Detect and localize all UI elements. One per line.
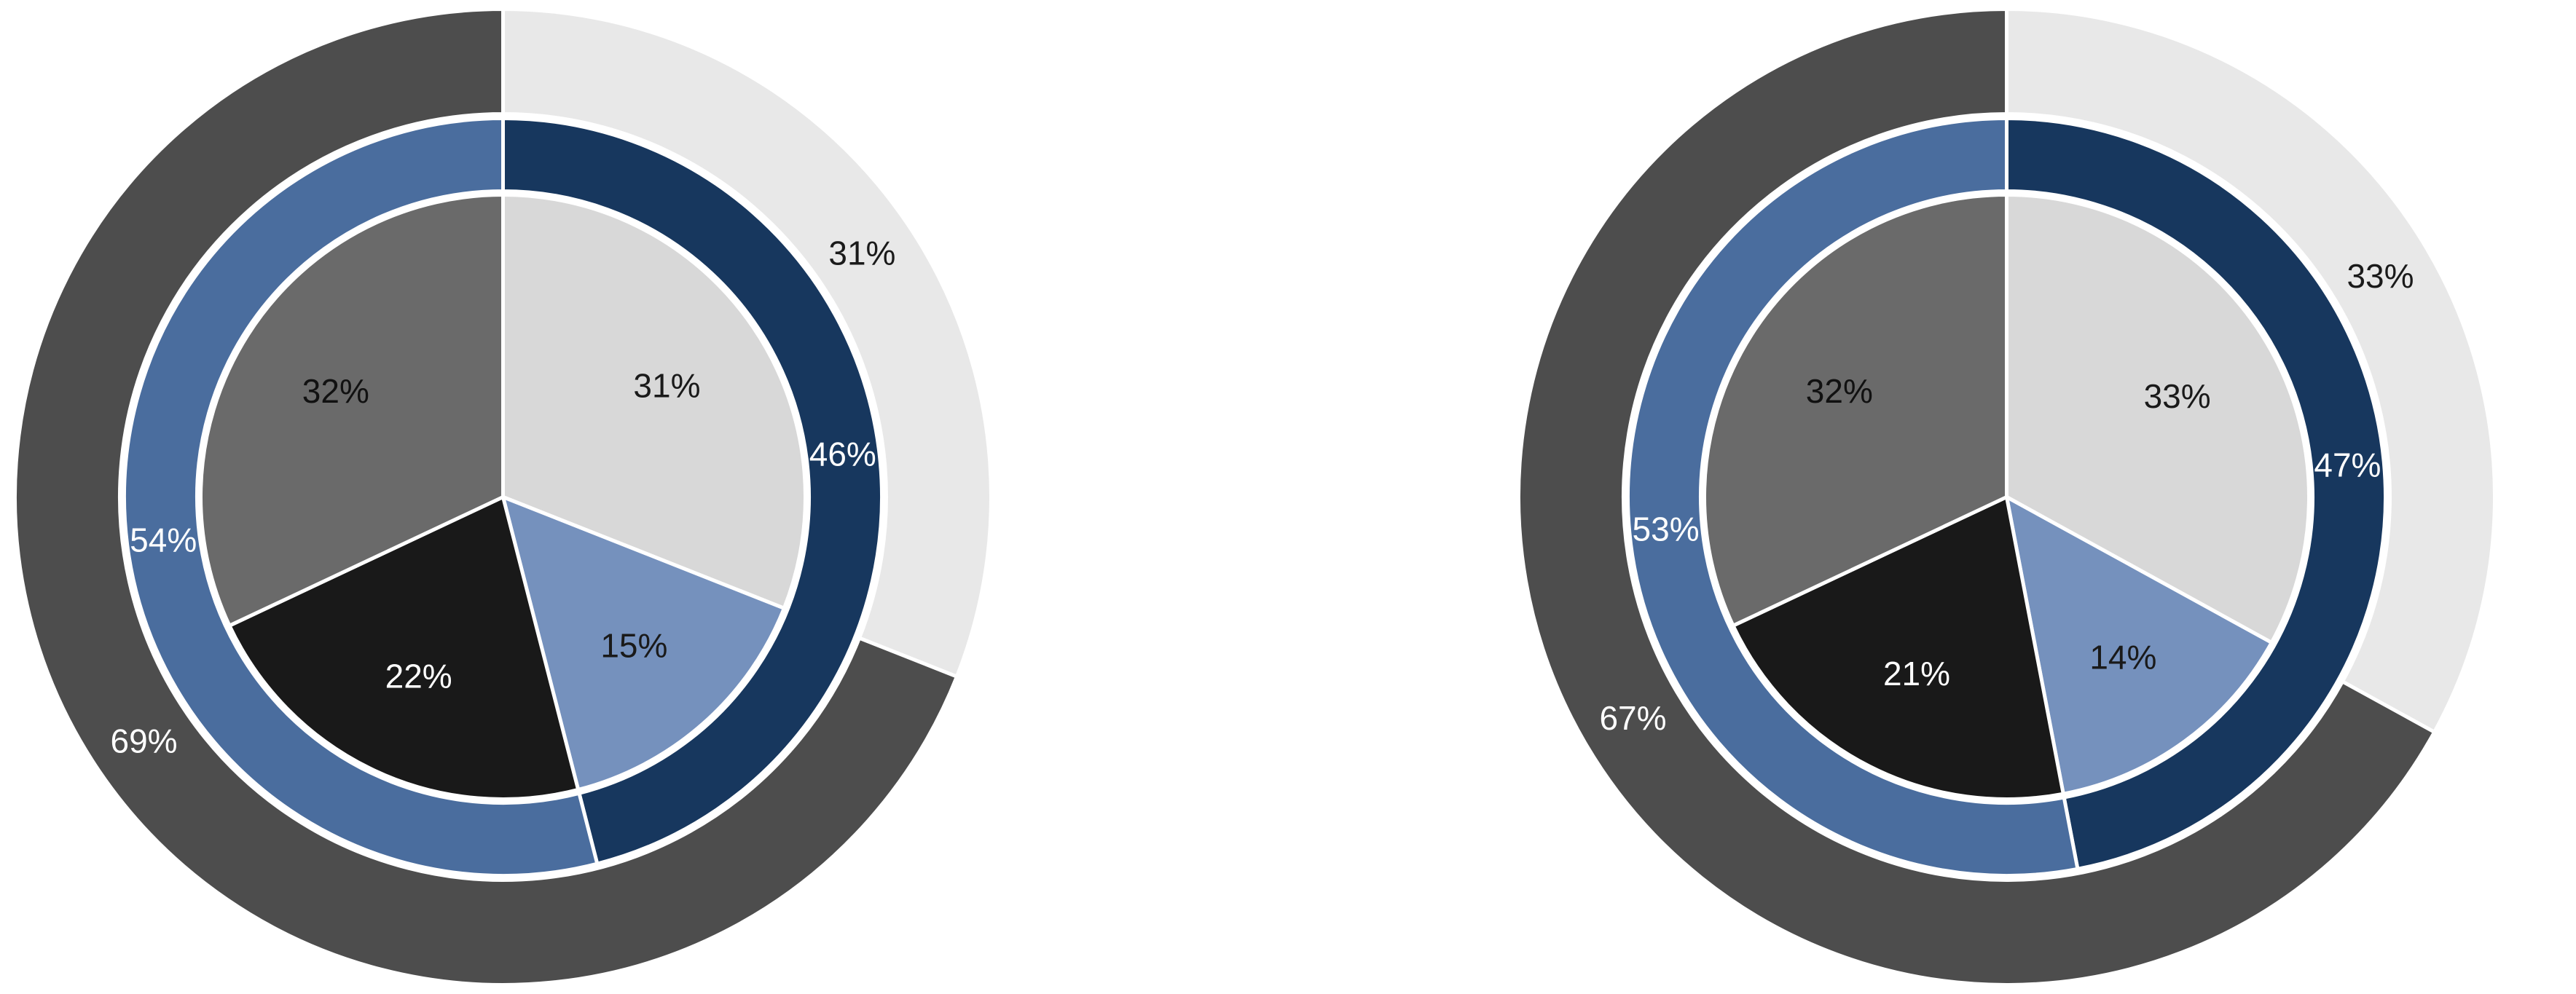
- pie-slice-inner: [500, 494, 787, 792]
- nested-donut-chart-right: 33% 14% 21% 32% 47% 53% 33% 67%: [1517, 7, 2497, 987]
- pie-slice-inner: [2005, 192, 2311, 645]
- pie-slice-inner: [501, 192, 807, 611]
- slice-label: 21%: [1883, 655, 1950, 693]
- pie-slice-outer: [13, 7, 959, 987]
- slice-label: 67%: [1599, 699, 1666, 737]
- slice-label: 31%: [828, 234, 895, 272]
- slice-label: 15%: [600, 627, 667, 665]
- nested-donut-chart-left: 31% 15% 22% 32% 46% 54% 31% 69%: [13, 7, 993, 987]
- slice-label: 32%: [302, 372, 369, 410]
- nested-donut-svg-left: 31% 15% 22% 32% 46% 54% 31% 69%: [13, 7, 993, 987]
- slice-label: 69%: [111, 722, 178, 760]
- nested-donut-svg-right: 33% 14% 21% 32% 47% 53% 33% 67%: [1517, 7, 2497, 987]
- slice-label: 32%: [1806, 372, 1873, 410]
- pie-slice-outer: [1517, 7, 2438, 987]
- pie-slice-inner: [2004, 493, 2274, 797]
- pie-slice-outer: [501, 7, 993, 679]
- slice-label: 46%: [809, 435, 876, 473]
- slice-label: 33%: [2347, 257, 2414, 295]
- pie-slice-inner: [227, 494, 581, 801]
- slice-label: 22%: [385, 658, 452, 695]
- slice-label: 14%: [2089, 639, 2156, 677]
- pie-slice-middle: [122, 116, 600, 877]
- pie-slice-inner: [1730, 494, 2066, 801]
- pie-slice-outer: [2005, 7, 2497, 735]
- pie-slice-middle: [501, 116, 884, 867]
- pie-slice-middle: [1626, 116, 2080, 877]
- pie-slice-middle: [2005, 116, 2388, 872]
- pie-slice-inner: [1703, 192, 2008, 628]
- slice-label: 54%: [130, 521, 197, 559]
- pie-slice-inner: [199, 192, 505, 628]
- slice-label: 31%: [633, 367, 700, 405]
- slice-label: 33%: [2144, 377, 2211, 415]
- slice-label: 47%: [2314, 446, 2381, 484]
- slice-label: 53%: [1633, 510, 1700, 548]
